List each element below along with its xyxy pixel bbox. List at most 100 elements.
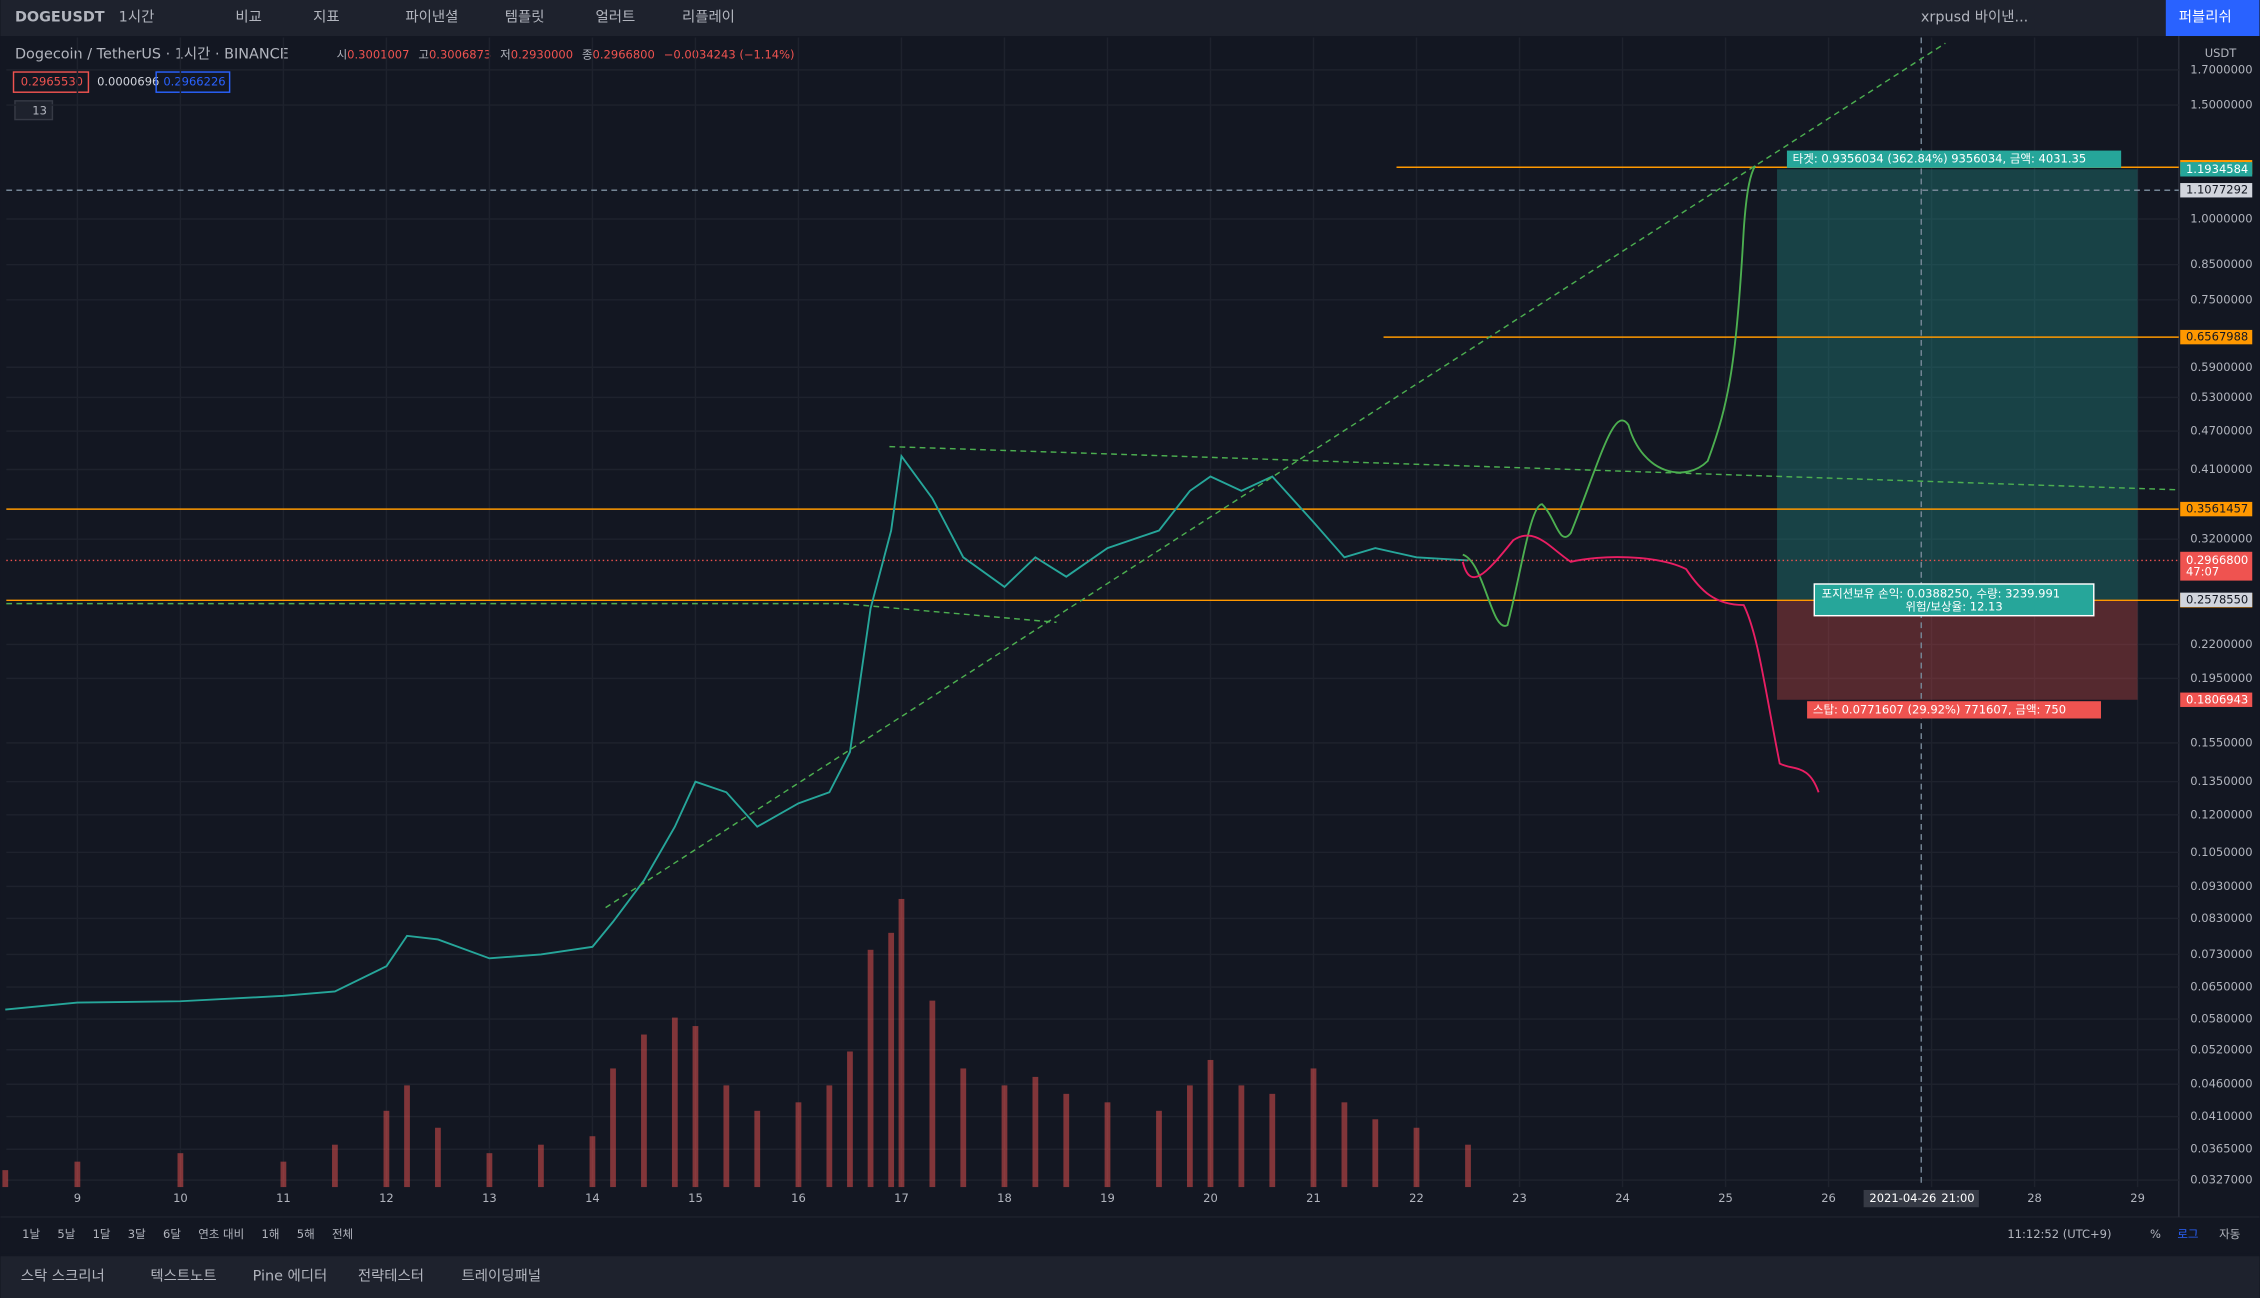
- panel-tab[interactable]: Pine 에디터: [253, 1267, 328, 1284]
- panel-tab[interactable]: 트레이딩패널: [462, 1267, 541, 1284]
- stop-label: 스탑: 0.0771607 (29.92%) 771607, 금액: 750: [1813, 702, 2066, 716]
- period-button[interactable]: 3달: [128, 1227, 146, 1241]
- indicators[interactable]: 지표: [313, 8, 339, 25]
- volume-bar: [1238, 1085, 1245, 1188]
- panel-tab[interactable]: 전략테스터: [358, 1267, 424, 1284]
- volume-bar: [1269, 1093, 1276, 1188]
- y-tick-label: 0.0930000: [2190, 879, 2252, 893]
- spread: 0.0000696: [97, 75, 159, 89]
- y-tick-label: 1.7000000: [2190, 62, 2252, 76]
- crosshair-tag: [2180, 183, 2253, 198]
- x-tick-label: 24: [1615, 1191, 1630, 1205]
- publish-label[interactable]: 퍼블리쉬: [2179, 8, 2232, 25]
- compare[interactable]: 비교: [235, 8, 261, 25]
- layout[interactable]: xrpusd 바이낸...: [1921, 8, 2028, 25]
- y-tick-label: 0.0830000: [2190, 911, 2252, 925]
- stop-tag: [2180, 692, 2253, 707]
- period-button[interactable]: 5날: [57, 1227, 75, 1241]
- y-tick-label: 0.4700000: [2190, 424, 2252, 438]
- countdown: 47:07: [2186, 564, 2219, 578]
- c: 0.2966800: [593, 47, 655, 61]
- level-label: 0.6567988: [2186, 330, 2248, 344]
- scale-option[interactable]: 자동: [2219, 1227, 2240, 1241]
- volume-bar: [888, 932, 895, 1188]
- interval[interactable]: 1시간: [119, 8, 155, 25]
- stop-value: 0.1806943: [2186, 692, 2248, 706]
- level-tag: [2180, 329, 2253, 345]
- volume-bar: [1310, 1068, 1317, 1188]
- y-tick-label: 0.0730000: [2190, 947, 2252, 961]
- projection-up: [1462, 165, 1757, 627]
- x-tick-label: 28: [2027, 1191, 2042, 1205]
- volume-bar: [538, 1144, 544, 1188]
- period-button[interactable]: 연초 대비: [198, 1227, 244, 1241]
- y-tick-label: 0.0410000: [2190, 1109, 2252, 1123]
- h-label: 고: [418, 47, 429, 61]
- financials[interactable]: 파이낸셜: [405, 8, 458, 25]
- clock: 11:12:52 (UTC+9): [2007, 1227, 2111, 1241]
- volume-bar: [960, 1068, 967, 1188]
- bid: 0.2965530: [21, 75, 83, 89]
- period-button[interactable]: 5해: [297, 1227, 315, 1241]
- legend: Dogecoin / TetherUS · 1시간 · BINANCE 시0.3…: [15, 46, 795, 63]
- c-label: 종: [582, 47, 593, 61]
- plot: 1.7000000 1.5000000 1.0000000 0.8500000 0.75…: [2, 37, 2253, 1208]
- volume-bar: [1413, 1127, 1420, 1188]
- crosshair-date-tag: [1863, 1189, 1979, 1208]
- period-button[interactable]: 6달: [163, 1227, 181, 1241]
- publish-button[interactable]: [2165, 0, 2260, 37]
- entry-value: 0.2578550: [2186, 592, 2248, 606]
- volume-bar: [723, 1085, 730, 1188]
- y-tick-label: 0.7500000: [2190, 292, 2252, 306]
- volume-bar: [1063, 1093, 1070, 1188]
- period-button[interactable]: 1날: [22, 1227, 40, 1241]
- y-tick-label: 0.2200000: [2190, 637, 2252, 651]
- y-tick-label: 0.0650000: [2190, 980, 2252, 994]
- volume-bar: [1341, 1102, 1348, 1188]
- target-zone: [1777, 169, 2138, 600]
- x-tick-label: 15: [688, 1191, 703, 1205]
- scale-option[interactable]: 로그: [2177, 1227, 2198, 1241]
- y-tick-label: 0.1200000: [2190, 807, 2252, 821]
- last-price-tag: [2180, 551, 2253, 581]
- volume-bar: [74, 1161, 81, 1188]
- y-tick-label: 0.0460000: [2190, 1077, 2252, 1091]
- y-tick-label: 0.5300000: [2190, 390, 2252, 404]
- x-tick-label: 20: [1203, 1191, 1218, 1205]
- y-tick-label: 0.5900000: [2190, 360, 2252, 374]
- templates[interactable]: 템플릿: [505, 8, 545, 25]
- panel-tab[interactable]: 스탁 스크리너: [21, 1267, 105, 1284]
- volume-bar: [280, 1161, 287, 1188]
- y-tick-label: 0.1350000: [2190, 774, 2252, 788]
- volume-bar: [1032, 1076, 1039, 1188]
- x-tick-label: 23: [1512, 1191, 1527, 1205]
- period-button[interactable]: 전체: [332, 1227, 353, 1241]
- crosshair-label: 1.1077292: [2186, 183, 2248, 197]
- currency: USDT: [2205, 46, 2238, 60]
- x-tick-label: 17: [894, 1191, 909, 1205]
- x-tick-label: 13: [482, 1191, 497, 1205]
- period-button[interactable]: 1해: [262, 1227, 280, 1241]
- panel-tab[interactable]: 텍스트노트: [150, 1267, 216, 1284]
- x-tick-label: 18: [997, 1191, 1012, 1205]
- volume-bar: [404, 1085, 410, 1188]
- period-button[interactable]: 1달: [93, 1227, 111, 1241]
- scale-option[interactable]: %: [2150, 1227, 2161, 1241]
- volume-bar: [671, 1017, 678, 1188]
- symbol[interactable]: DOGEUSDT: [15, 9, 105, 25]
- price-line: [5, 453, 1469, 1011]
- volume-bar: [826, 1085, 833, 1188]
- replay[interactable]: 리플레이: [682, 8, 735, 25]
- x-tick-label: 11: [276, 1191, 291, 1205]
- x-tick-label: 14: [585, 1191, 600, 1205]
- o-label: 시: [337, 47, 348, 61]
- volume-bar: [692, 1026, 699, 1188]
- y-tick-label: 0.1950000: [2190, 671, 2252, 685]
- indicators-count[interactable]: 13: [32, 103, 47, 117]
- volume-bar: [1156, 1110, 1162, 1188]
- volume-bar: [1001, 1085, 1008, 1188]
- top-toolbar: [0, 0, 2260, 37]
- alert[interactable]: 얼러트: [596, 8, 636, 25]
- y-tick-label: 0.8500000: [2190, 257, 2252, 271]
- h: 0.3006873: [429, 47, 491, 61]
